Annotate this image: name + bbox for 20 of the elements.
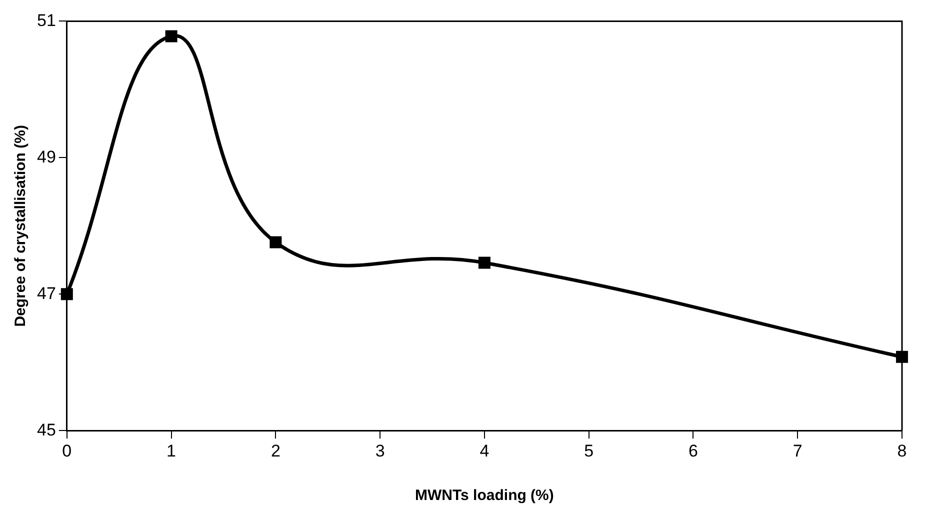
x-tick-label: 2 <box>270 441 280 460</box>
y-axis-title: Degree of crystallisation (%) <box>12 125 30 327</box>
y-tick-label: 49 <box>36 147 56 166</box>
y-tick-label: 47 <box>36 284 56 303</box>
y-tick-label: 45 <box>36 420 56 440</box>
x-tick-label: 5 <box>584 441 594 460</box>
point <box>896 350 908 363</box>
point <box>165 30 178 42</box>
x-tick-label: 7 <box>792 441 802 460</box>
x-tick-label: 3 <box>375 441 385 460</box>
x-tick-label: 4 <box>480 441 490 460</box>
point <box>478 256 490 269</box>
x-tick-label: 1 <box>166 441 176 460</box>
x-tick-label: 0 <box>62 441 72 460</box>
point <box>270 236 282 248</box>
y-tick-label: 51 <box>36 10 56 30</box>
x-tick-label: 8 <box>897 441 907 460</box>
x-tick-label: 6 <box>688 441 698 460</box>
point <box>60 288 73 300</box>
x-axis-title: MWNTs loading (%) <box>415 487 554 504</box>
